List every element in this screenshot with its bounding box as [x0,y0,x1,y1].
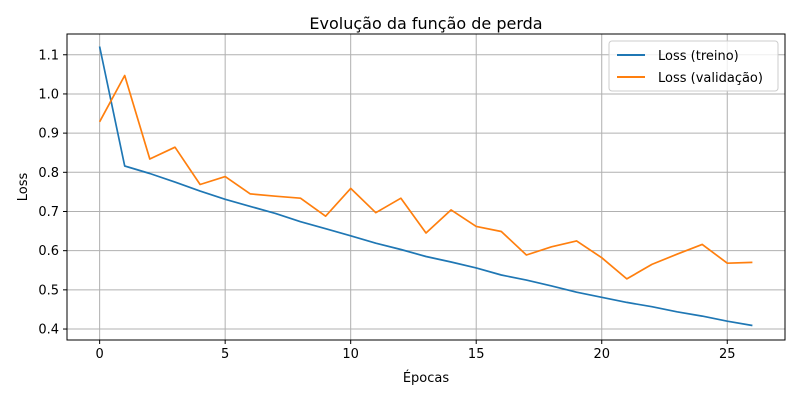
y-axis: 0.4 0.5 0.6 0.7 0.8 0.9 1.0 1.1 [38,48,67,338]
x-tick-label: 0 [95,347,103,362]
x-tick-label: 15 [468,347,485,362]
x-tick-label: 20 [593,347,610,362]
y-tick-label: 0.7 [38,205,59,220]
x-tick-label: 25 [719,347,736,362]
series-lines [98,46,753,327]
x-axis: 0 5 10 15 20 25 [95,340,736,362]
y-axis-label: Loss [16,173,31,202]
y-tick-label: 0.6 [38,244,59,259]
grid-lines [67,34,785,340]
y-tick-label: 0.5 [38,283,59,298]
x-tick-label: 5 [221,347,229,362]
legend-box [608,40,779,92]
plot-frame [66,33,786,341]
legend: Loss (treino) Loss (validação) [608,40,779,92]
chart-title: Evolução da função de perda [309,14,542,33]
y-tick-label: 0.9 [38,127,59,142]
y-tick-label: 1.1 [38,48,59,63]
y-tick-label: 1.0 [38,87,59,102]
series-line-0 [98,46,753,327]
legend-label-treino: Loss (treino) [658,49,739,64]
series-line-1 [98,74,753,280]
y-tick-label: 0.4 [38,323,59,338]
legend-label-validacao: Loss (validação) [658,71,763,86]
x-axis-label: Épocas [403,370,450,386]
x-tick-label: 10 [342,347,359,362]
y-tick-label: 0.8 [38,166,59,181]
